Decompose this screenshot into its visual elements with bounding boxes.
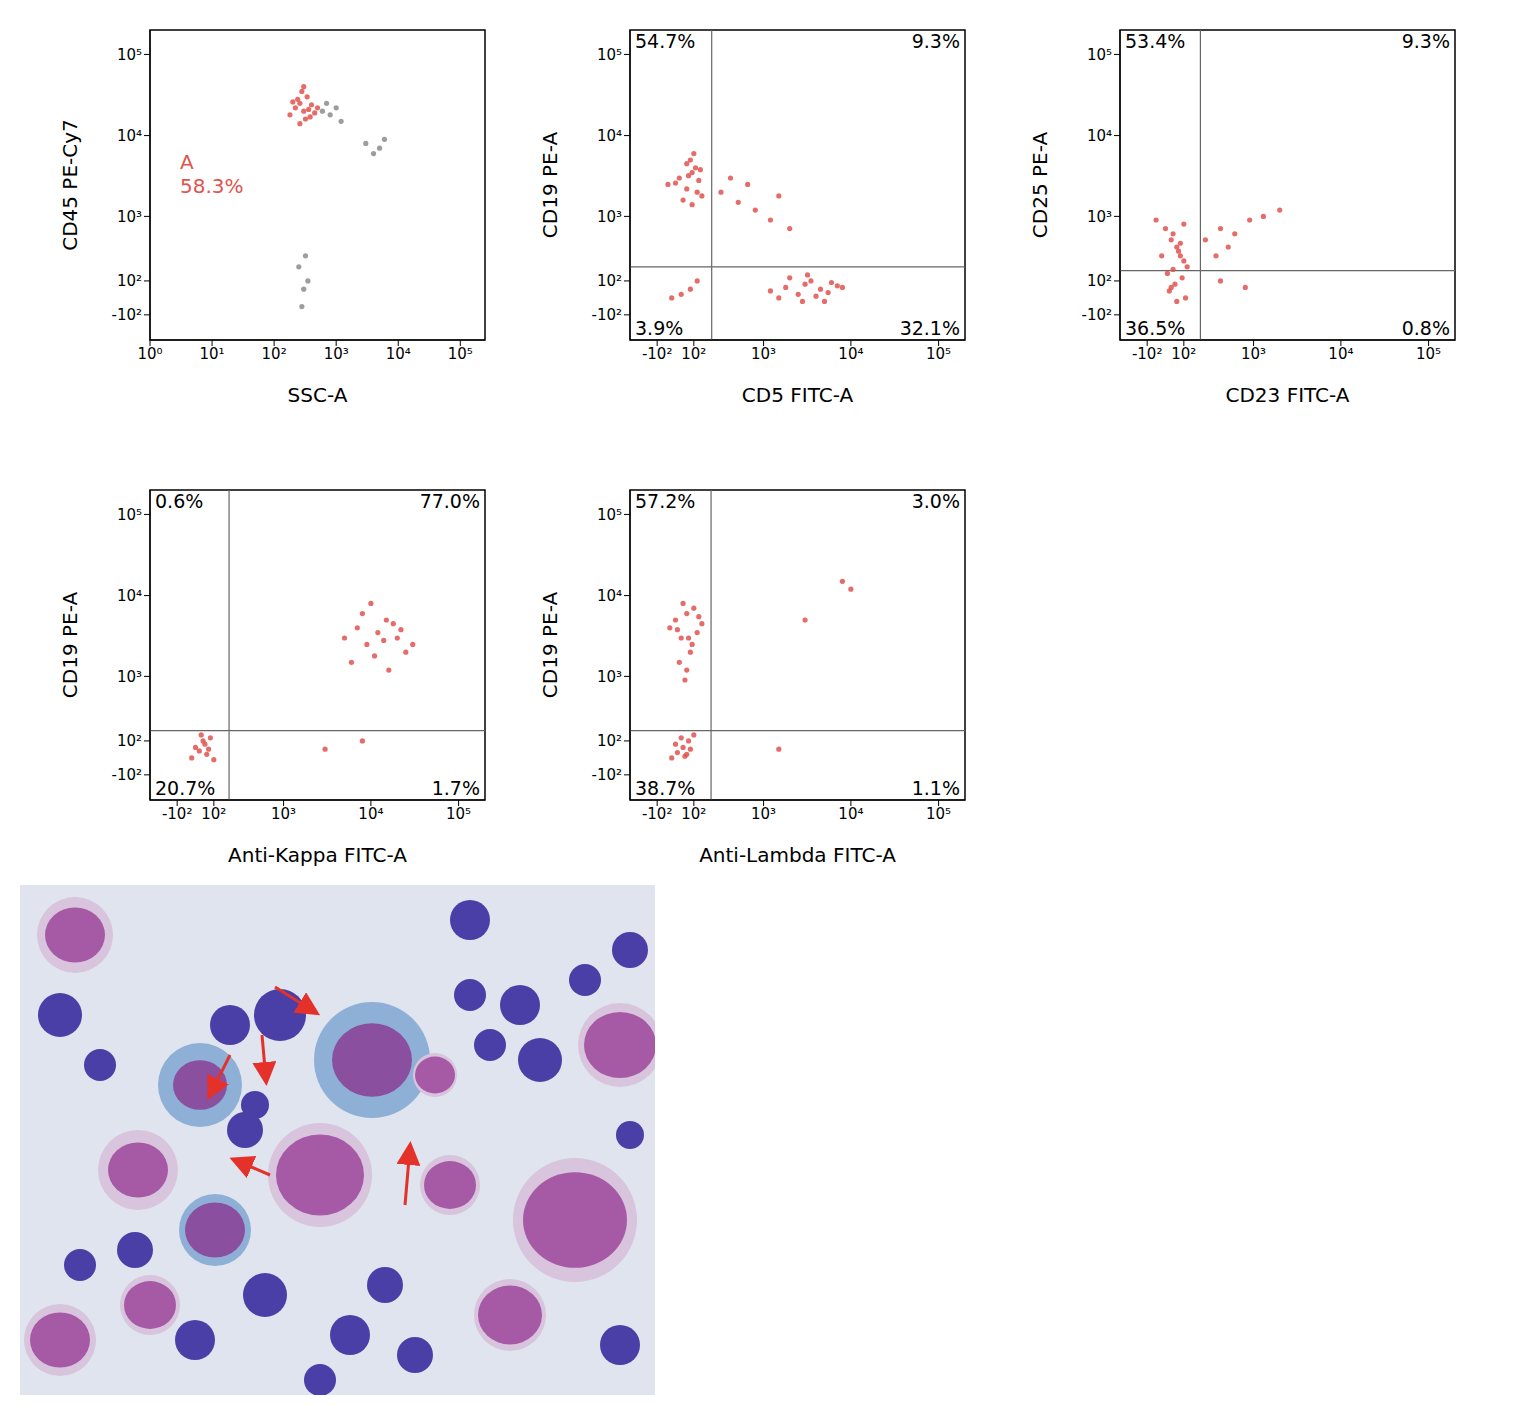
svg-text:-10²: -10² [591,766,622,784]
svg-text:10⁴: 10⁴ [838,805,863,823]
svg-text:10⁵: 10⁵ [597,506,622,524]
svg-text:Anti-Kappa FITC-A: Anti-Kappa FITC-A [228,843,407,867]
svg-text:CD25 PE-A: CD25 PE-A [1028,132,1052,239]
svg-text:CD5 FITC-A: CD5 FITC-A [742,383,854,407]
svg-text:10⁵: 10⁵ [446,805,471,823]
svg-text:10⁴: 10⁴ [117,587,142,605]
svg-text:10²: 10² [597,272,622,290]
svg-text:10⁵: 10⁵ [926,345,951,363]
svg-text:10³: 10³ [117,208,142,226]
svg-text:CD45 PE-Cy7: CD45 PE-Cy7 [58,119,82,251]
svg-text:CD19 PE-A: CD19 PE-A [538,132,562,239]
html-text:58.3%: 58.3% [180,174,244,198]
svg-text:3.9%: 3.9% [635,317,683,339]
svg-text:3.0%: 3.0% [912,490,960,512]
svg-text:10³: 10³ [597,668,622,686]
svg-text:0.8%: 0.8% [1402,317,1450,339]
svg-text:10⁵: 10⁵ [1087,46,1112,64]
svg-text:10³: 10³ [1241,345,1266,363]
svg-text:9.3%: 9.3% [912,30,960,52]
svg-text:10⁴: 10⁴ [597,587,622,605]
svg-text:36.5%: 36.5% [1125,317,1185,339]
svg-text:32.1%: 32.1% [900,317,960,339]
svg-text:-10²: -10² [642,805,673,823]
svg-text:10³: 10³ [117,668,142,686]
svg-text:10¹: 10¹ [200,345,225,363]
svg-text:10³: 10³ [597,208,622,226]
svg-text:-10²: -10² [591,306,622,324]
svg-text:10⁵: 10⁵ [597,46,622,64]
svg-text:-10²: -10² [1132,345,1163,363]
svg-text:Anti-Lambda FITC-A: Anti-Lambda FITC-A [699,843,896,867]
svg-text:10²: 10² [681,805,706,823]
svg-text:10⁴: 10⁴ [1328,345,1353,363]
svg-text:10⁴: 10⁴ [117,127,142,145]
svg-text:-10²: -10² [162,805,193,823]
svg-text:10⁵: 10⁵ [117,46,142,64]
svg-text:10³: 10³ [751,805,776,823]
svg-text:57.2%: 57.2% [635,490,695,512]
svg-text:20.7%: 20.7% [155,777,215,799]
svg-text:-10²: -10² [642,345,673,363]
svg-text:10⁵: 10⁵ [926,805,951,823]
svg-text:10⁵: 10⁵ [1416,345,1441,363]
svg-text:10²: 10² [117,732,142,750]
svg-text:10⁴: 10⁴ [838,345,863,363]
svg-text:CD19 PE-A: CD19 PE-A [538,592,562,699]
svg-text:10²: 10² [262,345,287,363]
svg-text:38.7%: 38.7% [635,777,695,799]
svg-text:10³: 10³ [271,805,296,823]
svg-text:10³: 10³ [324,345,349,363]
svg-text:10⁵: 10⁵ [448,345,473,363]
svg-text:1.7%: 1.7% [432,777,480,799]
svg-text:10⁰: 10⁰ [137,345,162,363]
svg-text:-10²: -10² [111,306,142,324]
svg-text:10²: 10² [1171,345,1196,363]
svg-text:9.3%: 9.3% [1402,30,1450,52]
svg-text:10³: 10³ [751,345,776,363]
svg-text:CD23 FITC-A: CD23 FITC-A [1225,383,1349,407]
svg-text:10⁵: 10⁵ [117,506,142,524]
svg-text:1.1%: 1.1% [912,777,960,799]
svg-text:10²: 10² [681,345,706,363]
svg-text:CD19 PE-A: CD19 PE-A [58,592,82,699]
svg-text:10³: 10³ [1087,208,1112,226]
svg-text:77.0%: 77.0% [420,490,480,512]
svg-text:SSC-A: SSC-A [288,383,348,407]
svg-text:53.4%: 53.4% [1125,30,1185,52]
svg-text:10⁴: 10⁴ [386,345,411,363]
svg-text:10⁴: 10⁴ [597,127,622,145]
svg-text:10²: 10² [201,805,226,823]
svg-text:0.6%: 0.6% [155,490,203,512]
svg-text:-10²: -10² [111,766,142,784]
svg-text:54.7%: 54.7% [635,30,695,52]
svg-text:10²: 10² [597,732,622,750]
svg-text:10²: 10² [1087,272,1112,290]
svg-text:-10²: -10² [1081,306,1112,324]
html-text:A: A [180,150,194,174]
svg-text:10⁴: 10⁴ [1087,127,1112,145]
svg-text:10²: 10² [117,272,142,290]
svg-text:10⁴: 10⁴ [358,805,383,823]
